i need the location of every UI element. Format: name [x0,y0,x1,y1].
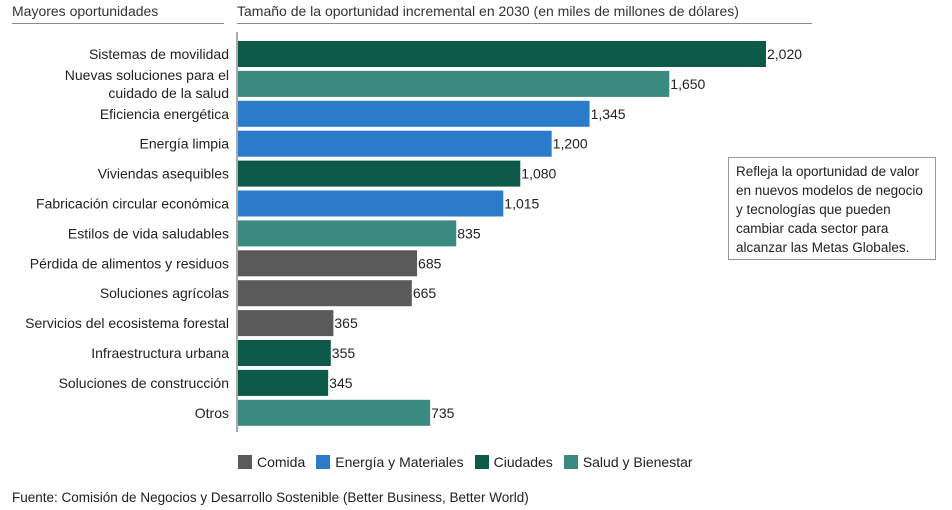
bar [238,369,329,396]
category-label: Soluciones de construcción [59,375,229,391]
bar [238,41,766,67]
category-label: Otros [195,405,229,421]
header-right-title: Tamaño de la oportunidad incremental en … [237,3,739,19]
value-label: 685 [418,255,442,271]
category-label: Viviendas asequibles [98,166,229,182]
bar [238,160,521,187]
category-label: Estilos de vida saludables [68,225,229,241]
category-label: Servicios del ecosistema forestal [25,315,229,331]
category-label: Fabricación circular económica [36,196,229,212]
bar [238,130,552,157]
bar [238,220,457,247]
value-label: 2,020 [767,46,802,62]
legend-item: Salud y Bienestar [563,454,693,470]
value-label: 1,200 [553,136,588,152]
bar [238,340,331,366]
bar [238,190,504,217]
value-label: 835 [457,225,481,241]
source-note: Fuente: Comisión de Negocios y Desarroll… [12,490,529,505]
category-label: Sistemas de movilidad [89,46,229,62]
legend-label: Salud y Bienestar [582,454,693,470]
legend-swatch [474,455,489,469]
value-label: 1,080 [521,166,556,182]
legend-item: Energía y Materiales [316,454,464,470]
value-label: 345 [329,375,353,391]
legend-item: Comida [238,454,305,470]
category-label: Nuevas soluciones para el cuidado de la s… [65,67,229,101]
legend-label: Energía y Materiales [335,454,464,470]
bar [238,70,670,97]
category-label: Pérdida de alimentos y residuos [30,255,229,271]
legend-item: Ciudades [474,454,553,470]
bar [238,100,590,127]
bar [238,250,418,277]
legend-label: Ciudades [493,454,553,470]
legend: Comida Energía y Materiales Ciudades Salud … [238,454,704,470]
value-label: 1,015 [504,196,539,212]
category-label: Energía limpia [140,136,230,152]
legend-swatch [238,455,252,469]
header-left-title: Mayores oportunidades [12,3,159,19]
value-label: 1,650 [670,76,705,92]
bar [238,280,412,307]
legend-swatch [563,455,578,469]
legend-swatch [316,455,331,469]
category-label: Infraestructura urbana [91,345,229,361]
header-left-rule [12,23,224,24]
bar [238,310,334,337]
value-label: 735 [431,405,455,421]
value-label: 365 [334,315,358,331]
category-label: Eficiencia energética [100,106,229,122]
value-label: 665 [413,285,437,301]
header-right-rule [237,23,812,24]
bar [238,399,431,426]
value-label: 1,345 [591,106,626,122]
legend-label: Comida [257,454,306,470]
value-label: 355 [332,345,356,361]
category-label: Soluciones agrícolas [100,285,229,301]
annotation-note: Refleja la oportunidad de valor en nuevo… [728,157,936,260]
